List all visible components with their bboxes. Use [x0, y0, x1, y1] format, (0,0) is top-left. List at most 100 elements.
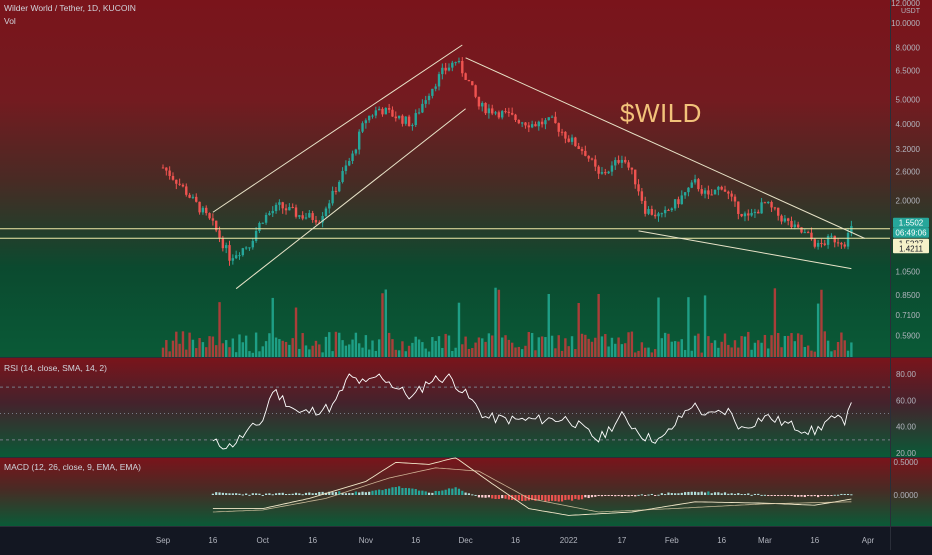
macd-histogram-bar [717, 492, 720, 495]
volume-bar [620, 344, 624, 357]
macd-histogram-bar [398, 486, 401, 495]
volume-bar [693, 335, 697, 357]
volume-bar [221, 343, 225, 357]
candle-body [417, 112, 421, 114]
candle-body [793, 224, 797, 228]
macd-histogram-bar [803, 495, 806, 498]
candle-body [261, 222, 264, 224]
candle-body [846, 232, 850, 247]
macd-histogram-bar [341, 492, 344, 495]
volume-bar [278, 339, 281, 357]
macd-histogram-bar [434, 490, 437, 495]
candle-body [550, 116, 554, 118]
volume-bar [667, 333, 670, 357]
candle-body [796, 224, 800, 228]
price-axis-tick: 6.5000 [896, 67, 921, 76]
macd-histogram-bar [308, 492, 311, 495]
candle-body [407, 116, 411, 127]
macd-label[interactable]: MACD (12, 26, close, 9, EMA, EMA) [4, 462, 141, 472]
volume-bar [836, 342, 840, 357]
volume-bar [557, 335, 560, 357]
watermark-text: $WILD [620, 98, 702, 128]
volume-bar [537, 337, 540, 357]
volume-bar [281, 340, 284, 357]
macd-histogram-bar [338, 491, 341, 495]
candle-body [570, 137, 574, 142]
macd-histogram-bar [574, 495, 577, 499]
volume-bar [364, 335, 368, 357]
macd-histogram-bar [501, 495, 504, 499]
candle-body [497, 112, 501, 118]
volume-bar [324, 336, 328, 357]
volume-bar [271, 297, 274, 357]
macd-histogram-bar [680, 492, 683, 495]
wedge-upper-trendline [465, 57, 865, 239]
price-axis-currency: USDT [901, 8, 921, 15]
macd-histogram-bar [777, 495, 780, 496]
price-badge-label: 1.4211 [899, 244, 923, 253]
candle-body [643, 200, 647, 214]
macd-histogram-bar [627, 495, 630, 497]
candle-body [584, 150, 587, 156]
volume-label[interactable]: Vol [4, 16, 16, 26]
macd-histogram-bar [218, 492, 221, 495]
candle-body [777, 207, 780, 216]
macd-histogram-bar [534, 495, 537, 501]
macd-histogram-bar [424, 491, 427, 495]
volume-bar [624, 343, 627, 357]
volume-bar [657, 297, 660, 357]
candle-body [557, 123, 560, 132]
macd-histogram-bar [358, 492, 361, 495]
macd-histogram-bar [524, 495, 527, 501]
rsi-label[interactable]: RSI (14, close, SMA, 14, 2) [4, 363, 107, 373]
candle-body [617, 160, 620, 163]
time-axis[interactable]: Sep 16 Oct 16 Nov 16 Dec 16 2022 17 Feb 16 Mar 16 Apr [156, 536, 875, 545]
macd-histogram-bar [833, 494, 836, 496]
volume-bar [560, 350, 564, 357]
macd-histogram-bar [248, 494, 251, 496]
volume-bar [474, 342, 477, 357]
candle-body [663, 209, 667, 214]
candle-body [274, 204, 278, 212]
macd-histogram-bar [274, 493, 278, 495]
volume-bar [687, 297, 690, 357]
volume-bar [737, 347, 740, 357]
candle-body [783, 218, 787, 222]
volume-bar [514, 347, 517, 357]
candle-body [540, 121, 544, 125]
volume-bar [707, 336, 710, 357]
volume-bar [753, 342, 757, 357]
price-axis[interactable]: 12.0000 10.0000 8.0000 6.5000 5.0000 4.0000 3.… [891, 0, 921, 500]
volume-bar [643, 347, 647, 357]
candle-body [514, 114, 517, 121]
macd-histogram-bar [640, 494, 643, 496]
volume-bar [451, 350, 454, 357]
volume-bar [215, 345, 218, 357]
candle-body [334, 190, 338, 192]
volume-bar [441, 347, 444, 357]
candle-body [607, 171, 610, 174]
macd-histogram-bar [630, 495, 633, 496]
volume-bar [544, 337, 547, 357]
symbol-title[interactable]: Wilder World / Tether, 1D, KUCOIN [4, 3, 136, 13]
candle-body [504, 111, 507, 113]
volume-bar [444, 333, 447, 357]
price-axis-tick: 3.2000 [896, 145, 921, 154]
volume-bar [228, 347, 231, 357]
macd-histogram-bar [753, 493, 757, 495]
candle-body [441, 67, 444, 75]
macd-histogram-bar [531, 495, 534, 501]
macd-histogram-bar [667, 492, 670, 495]
candle-body [371, 115, 374, 117]
volume-bar [211, 336, 215, 357]
candle-body [208, 213, 211, 219]
macd-histogram-bar [497, 495, 500, 499]
rsi-axis-tick: 20.00 [896, 449, 917, 458]
candle-body [191, 196, 195, 198]
candle-body [780, 215, 783, 222]
macd-histogram-bar [647, 494, 650, 496]
volume-bar [497, 289, 501, 357]
macd-histogram-bar [474, 494, 477, 496]
